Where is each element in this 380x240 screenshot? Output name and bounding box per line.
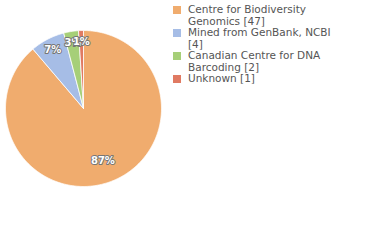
html-text:Unknown [1]: Unknown [1]: [188, 72, 255, 84]
svg-text:87%: 87%: [91, 155, 115, 166]
svg-text:1%: 1%: [73, 36, 90, 47]
html-text:Canadian Centre for DNA Barcod: Canadian Centre for DNA Barcoding [2]: [188, 49, 321, 73]
html-text:Centre for Biodiversity Genomi: Centre for Biodiversity Genomics [47]: [188, 3, 307, 27]
svg-text:7%: 7%: [44, 44, 61, 55]
html-text:Mined from GenBank, NCBI [4]: Mined from GenBank, NCBI [4]: [188, 26, 331, 50]
